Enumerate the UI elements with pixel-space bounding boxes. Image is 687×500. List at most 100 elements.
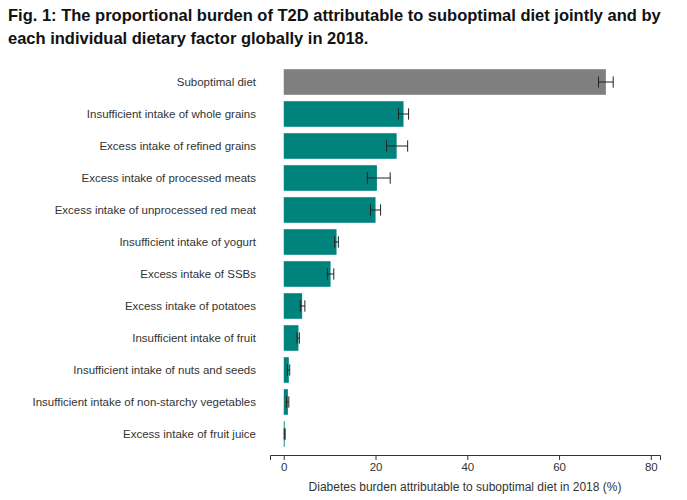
error-cap — [304, 300, 305, 311]
error-bar — [297, 332, 299, 343]
error-bar — [300, 300, 305, 311]
chart-title: Fig. 1: The proportional burden of T2D a… — [8, 4, 678, 50]
tick: Insufficient intake of yogurt — [119, 236, 256, 248]
tick-label: 20 — [370, 461, 383, 473]
error-line — [335, 242, 339, 243]
tick-mark — [467, 455, 468, 460]
tick: Insufficient intake of whole grains — [87, 108, 256, 120]
error-cap — [288, 396, 289, 407]
bar — [284, 165, 377, 191]
error-cap — [408, 108, 409, 119]
error-cap — [286, 396, 287, 407]
tick: Excess intake of refined grains — [99, 140, 256, 152]
chart: 0 20 40 60 80 Suboptimal diet Insufficient int… — [0, 0, 687, 500]
axis-line — [271, 456, 661, 461]
category-label: Suboptimal diet — [177, 76, 257, 88]
error-cap — [300, 300, 301, 311]
error-line — [367, 178, 390, 179]
error-cap — [380, 204, 381, 215]
error-cap — [299, 332, 300, 343]
error-cap — [613, 76, 614, 87]
bar — [284, 133, 397, 159]
tick: Excess intake of processed meats — [82, 172, 257, 184]
error-bar — [335, 236, 339, 247]
error-line — [300, 306, 305, 307]
plot: 0 20 40 60 80 Suboptimal diet Insufficient int… — [32, 69, 660, 473]
error-cap — [333, 268, 334, 279]
error-bar — [287, 396, 289, 407]
error-cap — [338, 236, 339, 247]
tick: Insufficient intake of fruit — [132, 332, 257, 344]
error-bar — [398, 108, 408, 119]
tick: 20 — [370, 455, 383, 473]
tick-label: 60 — [553, 461, 566, 473]
bar — [284, 197, 376, 223]
tick: Excess intake of fruit juice — [123, 428, 256, 440]
error-line — [398, 114, 408, 115]
error-bar — [284, 428, 286, 439]
tick: 40 — [461, 455, 474, 473]
tick-mark — [284, 455, 285, 460]
error-cap — [370, 204, 371, 215]
error-cap — [386, 140, 387, 151]
tick-label: 0 — [281, 461, 287, 473]
error-cap — [598, 76, 599, 87]
error-cap — [407, 140, 408, 151]
bar — [284, 69, 606, 95]
category-label: Insufficient intake of non-starchy veget… — [32, 396, 256, 408]
error-cap — [297, 332, 298, 343]
error-bar — [370, 204, 380, 215]
error-bar — [599, 76, 614, 87]
category-label: Insufficient intake of yogurt — [119, 236, 256, 248]
tick: Insufficient intake of nuts and seeds — [73, 364, 256, 376]
error-cap — [289, 364, 290, 375]
error-line — [599, 82, 614, 83]
category-label: Excess intake of unprocessed red meat — [55, 204, 257, 216]
bar — [284, 229, 337, 255]
tick-label: 40 — [461, 461, 474, 473]
error-line — [327, 274, 333, 275]
bars — [284, 69, 613, 447]
bar — [284, 293, 302, 319]
bar — [284, 389, 288, 415]
x-axis-title: Diabetes burden attributable to suboptim… — [309, 480, 622, 494]
tick: Insufficient intake of non-starchy veget… — [32, 396, 256, 408]
x-axis: 0 20 40 60 80 — [271, 455, 661, 473]
category-label: Insufficient intake of fruit — [132, 332, 257, 344]
error-cap — [285, 428, 286, 439]
error-bar — [327, 268, 333, 279]
category-label: Excess intake of refined grains — [99, 140, 256, 152]
error-cap — [284, 428, 285, 439]
error-cap — [327, 268, 328, 279]
error-cap — [398, 108, 399, 119]
bar — [284, 325, 299, 351]
error-cap — [334, 236, 335, 247]
bar — [284, 261, 331, 287]
error-bar — [367, 172, 390, 183]
y-axis: Suboptimal diet Insufficient intake of wh… — [32, 76, 256, 440]
tick: Excess intake of SSBs — [140, 268, 256, 280]
error-bar — [387, 140, 408, 151]
category-label: Insufficient intake of whole grains — [87, 108, 256, 120]
tick: Excess intake of unprocessed red meat — [55, 204, 257, 216]
category-label: Excess intake of processed meats — [82, 172, 257, 184]
tick: Suboptimal diet — [177, 76, 257, 88]
tick-mark — [376, 455, 377, 460]
error-cap — [390, 172, 391, 183]
category-label: Excess intake of fruit juice — [123, 428, 256, 440]
error-line — [370, 210, 380, 211]
tick-mark — [559, 455, 560, 460]
error-cap — [287, 364, 288, 375]
tick-label: 80 — [645, 461, 658, 473]
category-label: Excess intake of SSBs — [140, 268, 256, 280]
tick: 80 — [645, 455, 658, 473]
tick: Excess intake of potatoes — [125, 300, 256, 312]
tick-mark — [651, 455, 652, 460]
category-label: Excess intake of potatoes — [125, 300, 256, 312]
tick: 0 — [281, 455, 287, 473]
bar — [284, 357, 289, 383]
error-cap — [367, 172, 368, 183]
bar — [284, 101, 404, 127]
tick: 60 — [553, 455, 566, 473]
error-bar — [287, 364, 289, 375]
